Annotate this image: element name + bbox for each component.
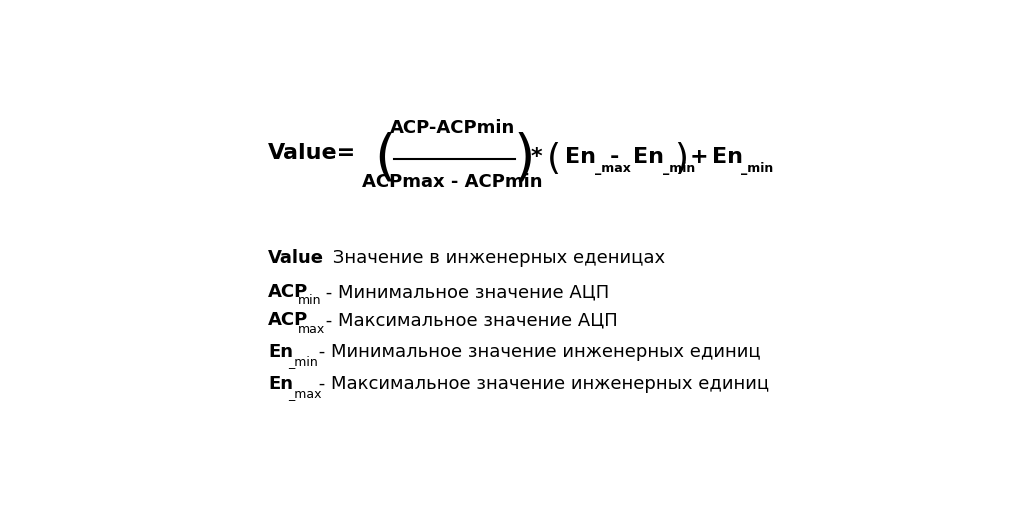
Text: En: En: [267, 376, 293, 393]
Text: ): ): [675, 142, 689, 176]
Text: min: min: [298, 294, 321, 307]
Text: +: +: [690, 147, 708, 167]
Text: En: En: [564, 147, 596, 167]
Text: ACP-ACPmin: ACP-ACPmin: [390, 119, 515, 137]
Text: _min: _min: [742, 163, 774, 176]
Text: Value: Value: [267, 249, 324, 267]
Text: -: -: [610, 147, 619, 167]
Text: -  Значение в инженерных еденицах: - Значение в инженерных еденицах: [309, 249, 665, 267]
Text: max: max: [298, 322, 325, 336]
Text: ACP: ACP: [267, 311, 308, 329]
Text: ACP: ACP: [267, 283, 308, 301]
Text: - Максимальное значение АЦП: - Максимальное значение АЦП: [320, 311, 618, 329]
Text: - Минимальное значение инженерных единиц: - Минимальное значение инженерных единиц: [313, 343, 761, 362]
Text: En: En: [633, 147, 664, 167]
Text: - Минимальное значение АЦП: - Минимальное значение АЦП: [320, 283, 609, 301]
Text: (: (: [547, 142, 561, 176]
Text: Value=: Value=: [267, 143, 357, 163]
Text: ): ): [514, 132, 535, 186]
Text: En: En: [711, 147, 743, 167]
Text: _max: _max: [289, 387, 322, 400]
Text: _min: _min: [289, 355, 318, 368]
Text: (: (: [374, 132, 395, 186]
Text: _max: _max: [595, 163, 630, 176]
Text: _min: _min: [663, 163, 695, 176]
Text: ACPmax - ACPmin: ACPmax - ACPmin: [363, 173, 543, 191]
Text: *: *: [531, 147, 543, 167]
Text: - Максимальное значение инженерных единиц: - Максимальное значение инженерных едини…: [313, 376, 770, 393]
Text: En: En: [267, 343, 293, 362]
